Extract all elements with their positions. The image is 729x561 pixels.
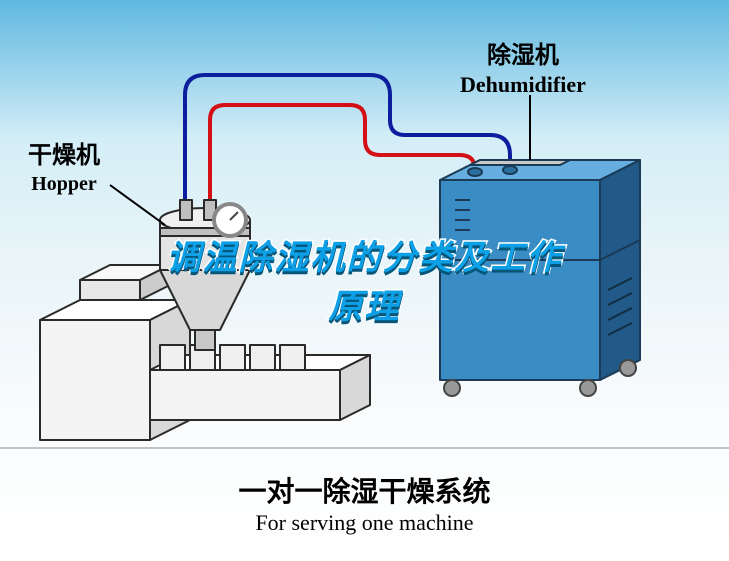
pipe-red: [210, 105, 475, 210]
caption: 一对一除湿干燥系统 For serving one machine: [0, 470, 729, 536]
caption-cn: 一对一除湿干燥系统: [0, 470, 729, 510]
dehumidifier-label-en: Dehumidifier: [460, 71, 586, 100]
dehumidifier-unit: [440, 160, 640, 396]
hopper-label-en: Hopper: [28, 171, 100, 197]
dehumidifier-label-cn: 除湿机: [460, 40, 586, 71]
caption-en: For serving one machine: [0, 510, 729, 536]
hopper-label-cn: 干燥机: [28, 140, 100, 171]
hopper-label: 干燥机 Hopper: [28, 140, 100, 197]
dehumidifier-label: 除湿机 Dehumidifier: [460, 40, 586, 100]
hopper-pointer: [110, 185, 165, 225]
